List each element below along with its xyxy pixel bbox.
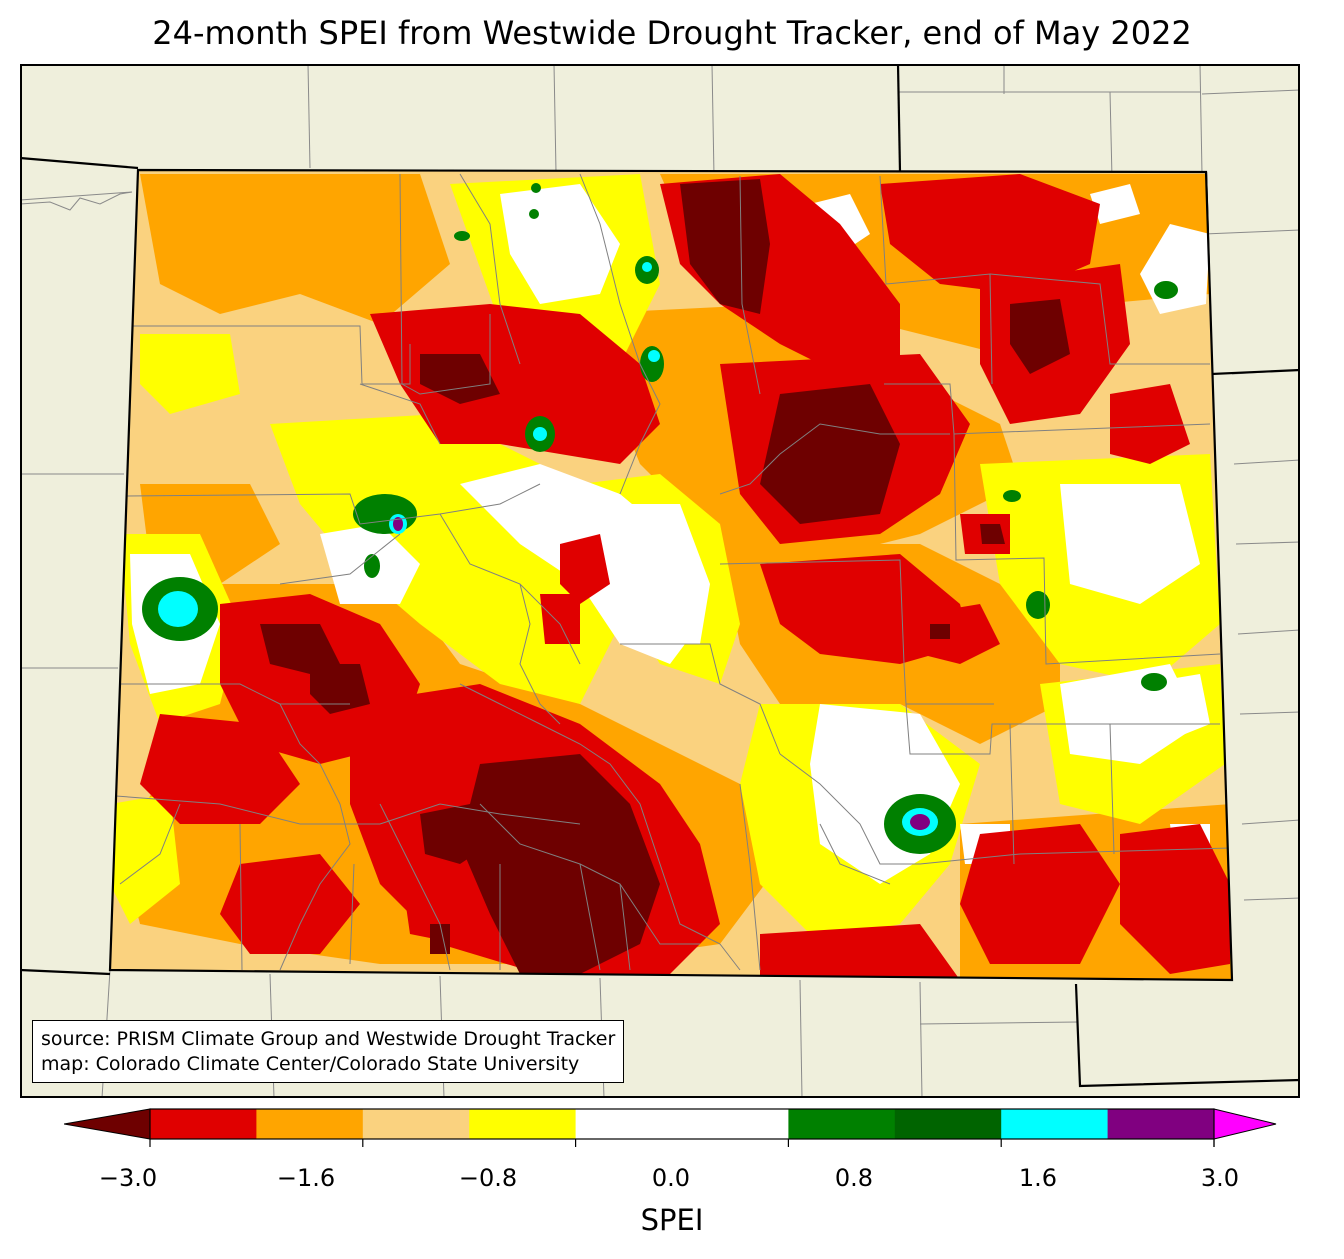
wet-spots [142,183,1178,854]
colorbar-tick-label: −0.8 [458,1164,518,1192]
colorbar-tick-label: 3.0 [1200,1164,1240,1192]
colorbar-tick-label: 1.6 [1018,1164,1058,1192]
source-line: source: PRISM Climate Group and Westwide… [41,1028,616,1050]
colorbar-graphic [63,1108,1277,1147]
colorbar-cell [469,1109,577,1139]
colorado-spei-map [20,64,1300,1098]
colorbar-label: SPEI [640,1203,704,1237]
map-credit-line: map: Colorado Climate Center/Colorado St… [41,1053,580,1075]
colorbar-cell [575,1109,683,1139]
colorbar-tick-label: −1.6 [276,1164,336,1192]
map-panel [20,64,1300,1098]
colorbar-high-extension [1213,1108,1277,1140]
map-frame [20,64,1300,1098]
colorbar-cell [788,1109,896,1139]
spei-field [110,170,1232,980]
colorbar [63,1106,1278,1166]
colorbar-low-extension [63,1108,151,1140]
colorbar-cell [256,1109,364,1139]
source-attribution-box: source: PRISM Climate Group and Westwide… [32,1020,625,1083]
colorbar-cell [1001,1109,1109,1139]
map-title: 24-month SPEI from Westwide Drought Trac… [152,14,1192,52]
colorbar-tick-label: −3.0 [98,1164,158,1192]
colorbar-outline [149,1108,1215,1140]
colorbar-cell [1107,1109,1215,1139]
colorbar-cell [150,1109,257,1139]
colorbar-tick-label: 0.0 [651,1164,691,1192]
colorbar-tick-label: 0.8 [834,1164,874,1192]
colorbar-cell [682,1109,789,1139]
colorbar-cell [894,1109,1002,1139]
colorbar-cell [362,1109,470,1139]
